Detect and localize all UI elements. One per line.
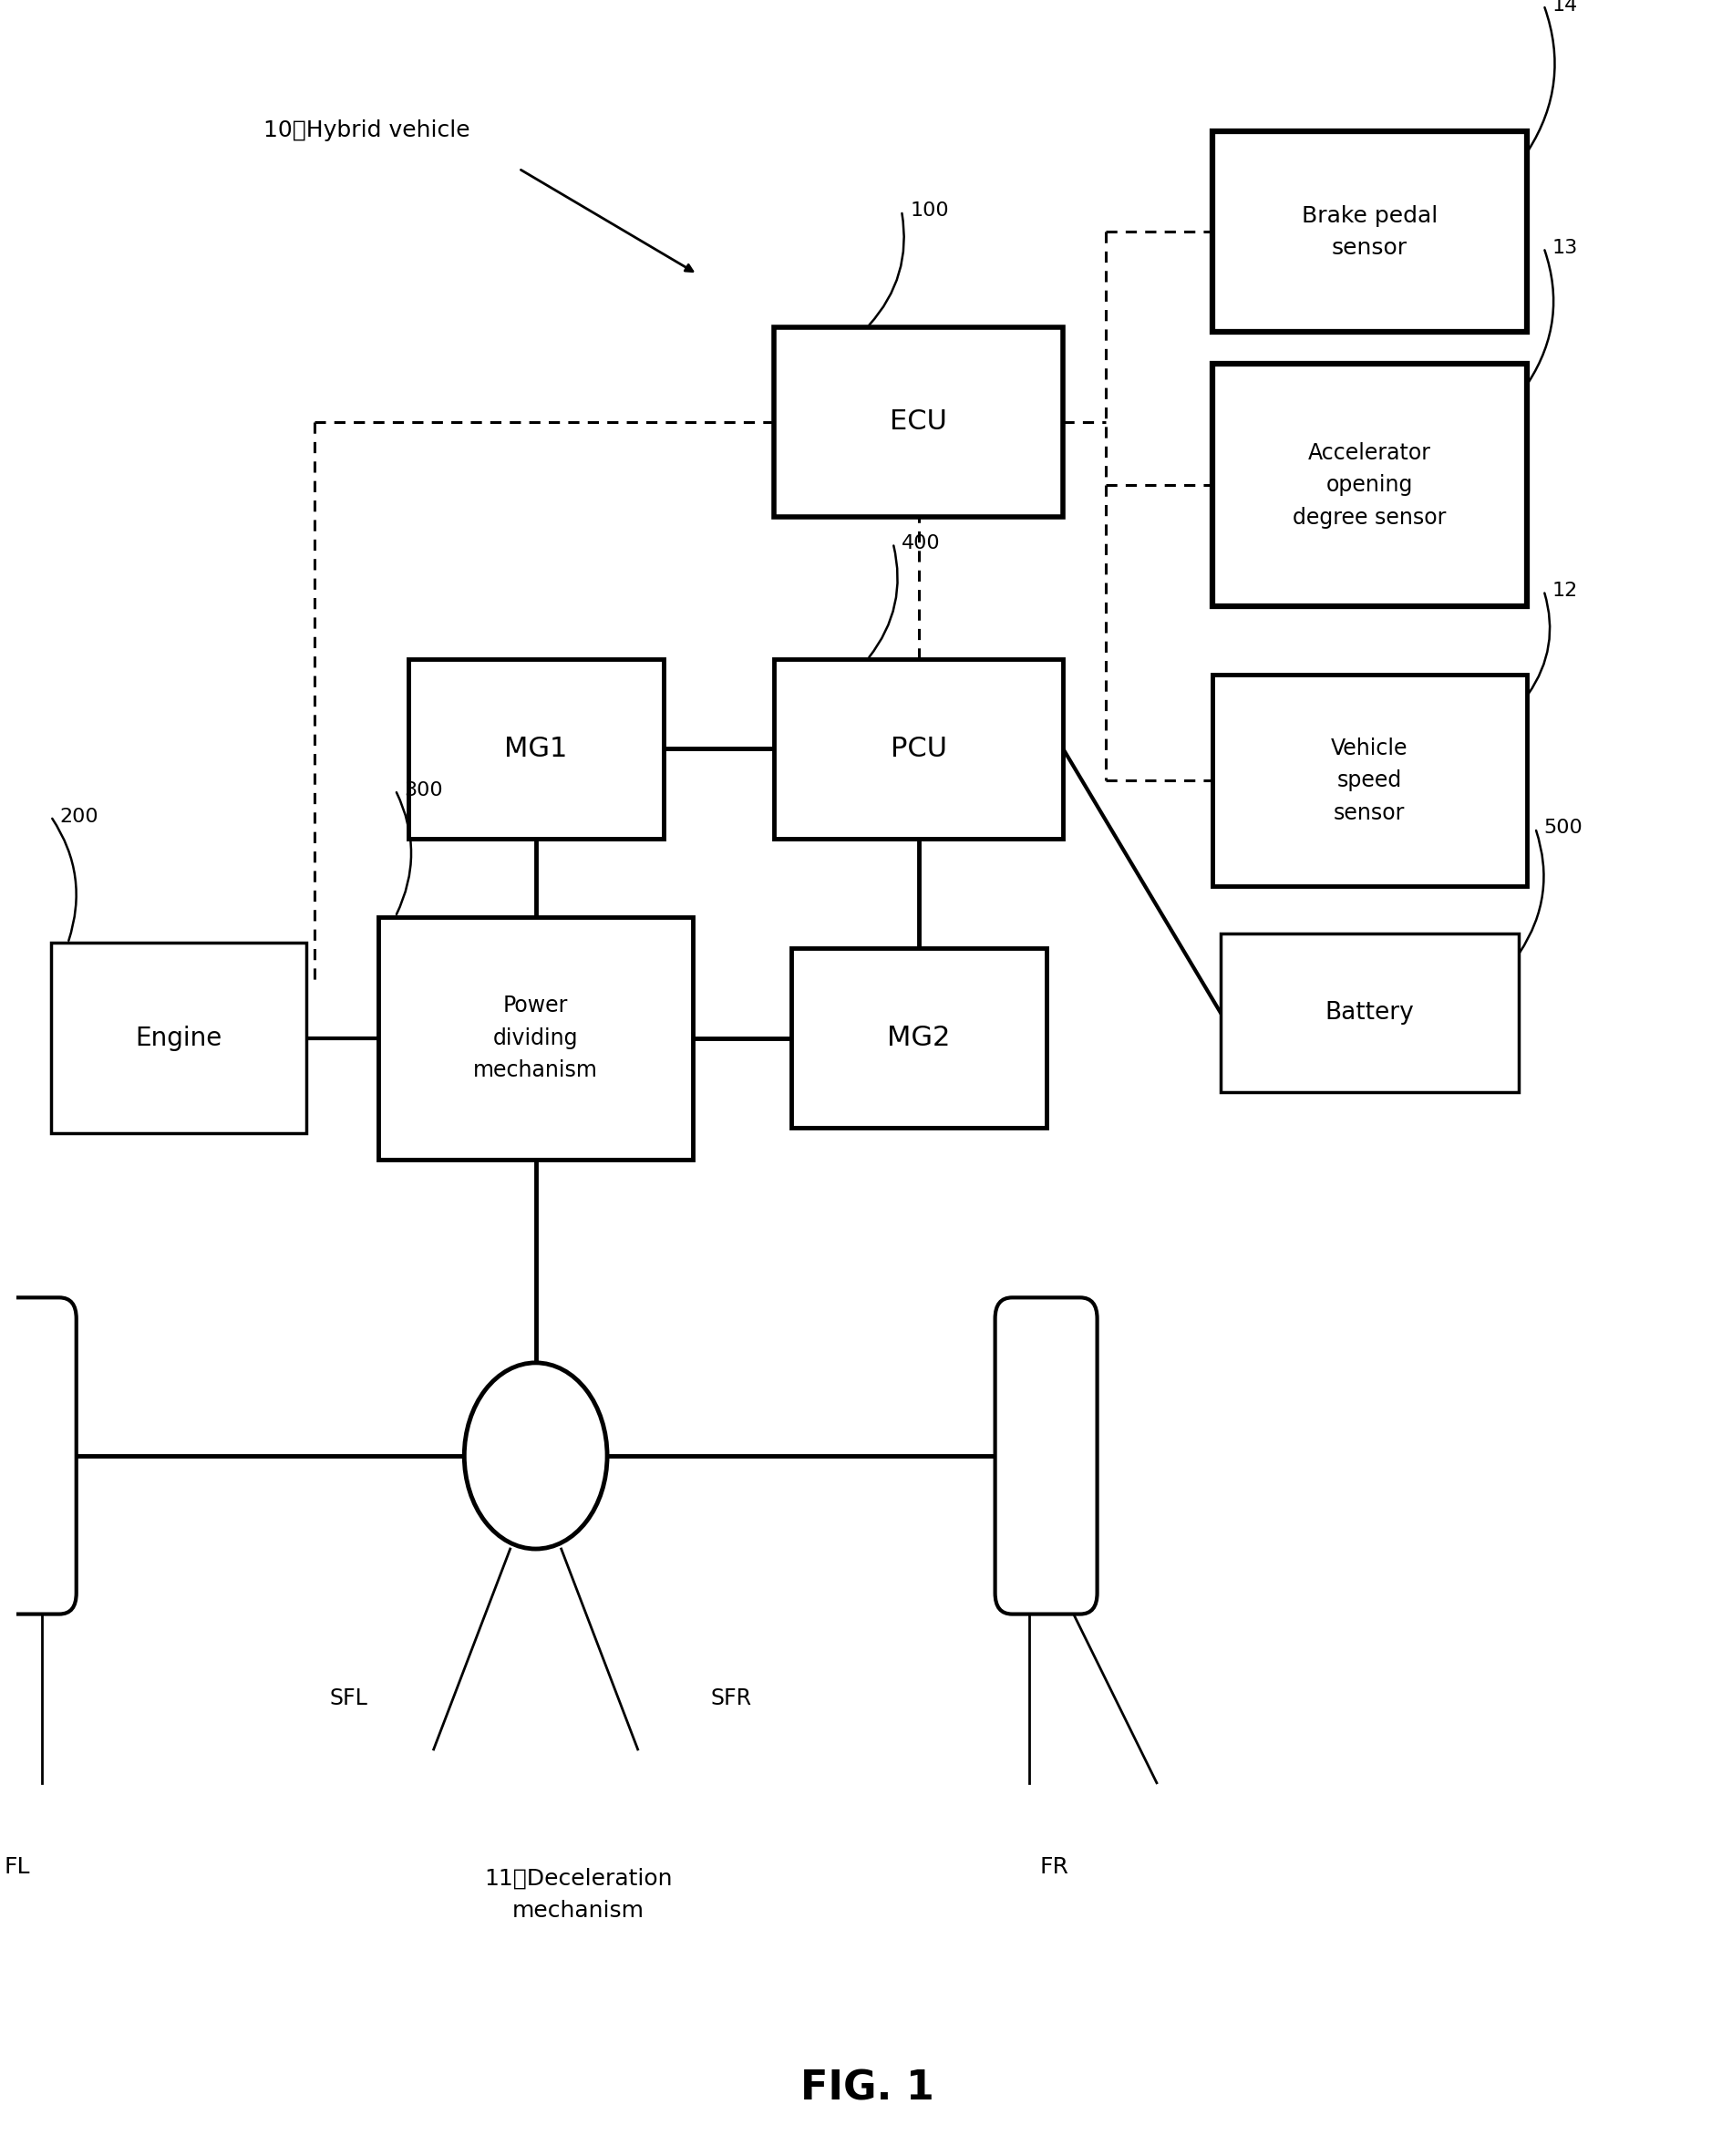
Ellipse shape	[465, 1363, 608, 1548]
Text: 10：Hybrid vehicle: 10：Hybrid vehicle	[263, 119, 470, 142]
Bar	[773, 660, 1062, 839]
Bar	[408, 660, 663, 839]
Text: MG1: MG1	[505, 735, 567, 761]
Text: 11：Deceleration
mechanism: 11：Deceleration mechanism	[484, 1867, 672, 1921]
Text: 13: 13	[1552, 239, 1577, 257]
Text: 100: 100	[909, 203, 949, 220]
Text: Accelerator
opening
degree sensor: Accelerator opening degree sensor	[1293, 442, 1446, 528]
Text: MG2: MG2	[887, 1024, 951, 1052]
Bar	[1212, 675, 1527, 886]
Text: Brake pedal
sensor: Brake pedal sensor	[1302, 205, 1438, 259]
Text: Battery: Battery	[1324, 1000, 1414, 1024]
Text: FL: FL	[3, 1856, 29, 1878]
Bar	[790, 949, 1047, 1128]
Text: 500: 500	[1545, 819, 1583, 837]
FancyBboxPatch shape	[995, 1298, 1097, 1615]
FancyBboxPatch shape	[0, 1298, 76, 1615]
Text: 14: 14	[1552, 0, 1577, 15]
Text: FIG. 1: FIG. 1	[801, 2070, 935, 2109]
Bar	[379, 916, 692, 1160]
Text: SFR: SFR	[711, 1688, 753, 1710]
Text: 400: 400	[902, 535, 940, 552]
Text: 200: 200	[59, 806, 98, 826]
Text: FR: FR	[1040, 1856, 1069, 1878]
Bar	[1212, 364, 1527, 606]
Bar	[1212, 132, 1527, 332]
Text: Vehicle
speed
sensor: Vehicle speed sensor	[1331, 737, 1409, 824]
Text: Power
dividing
mechanism: Power dividing mechanism	[474, 994, 598, 1080]
Text: ECU: ECU	[890, 410, 947, 436]
Text: SFL: SFL	[329, 1688, 369, 1710]
Text: 12: 12	[1552, 582, 1577, 599]
Bar	[52, 942, 307, 1132]
Bar	[773, 328, 1062, 517]
Text: 300: 300	[405, 780, 443, 800]
Bar	[1221, 934, 1519, 1091]
Text: Engine: Engine	[134, 1026, 222, 1050]
Text: PCU: PCU	[890, 735, 947, 761]
